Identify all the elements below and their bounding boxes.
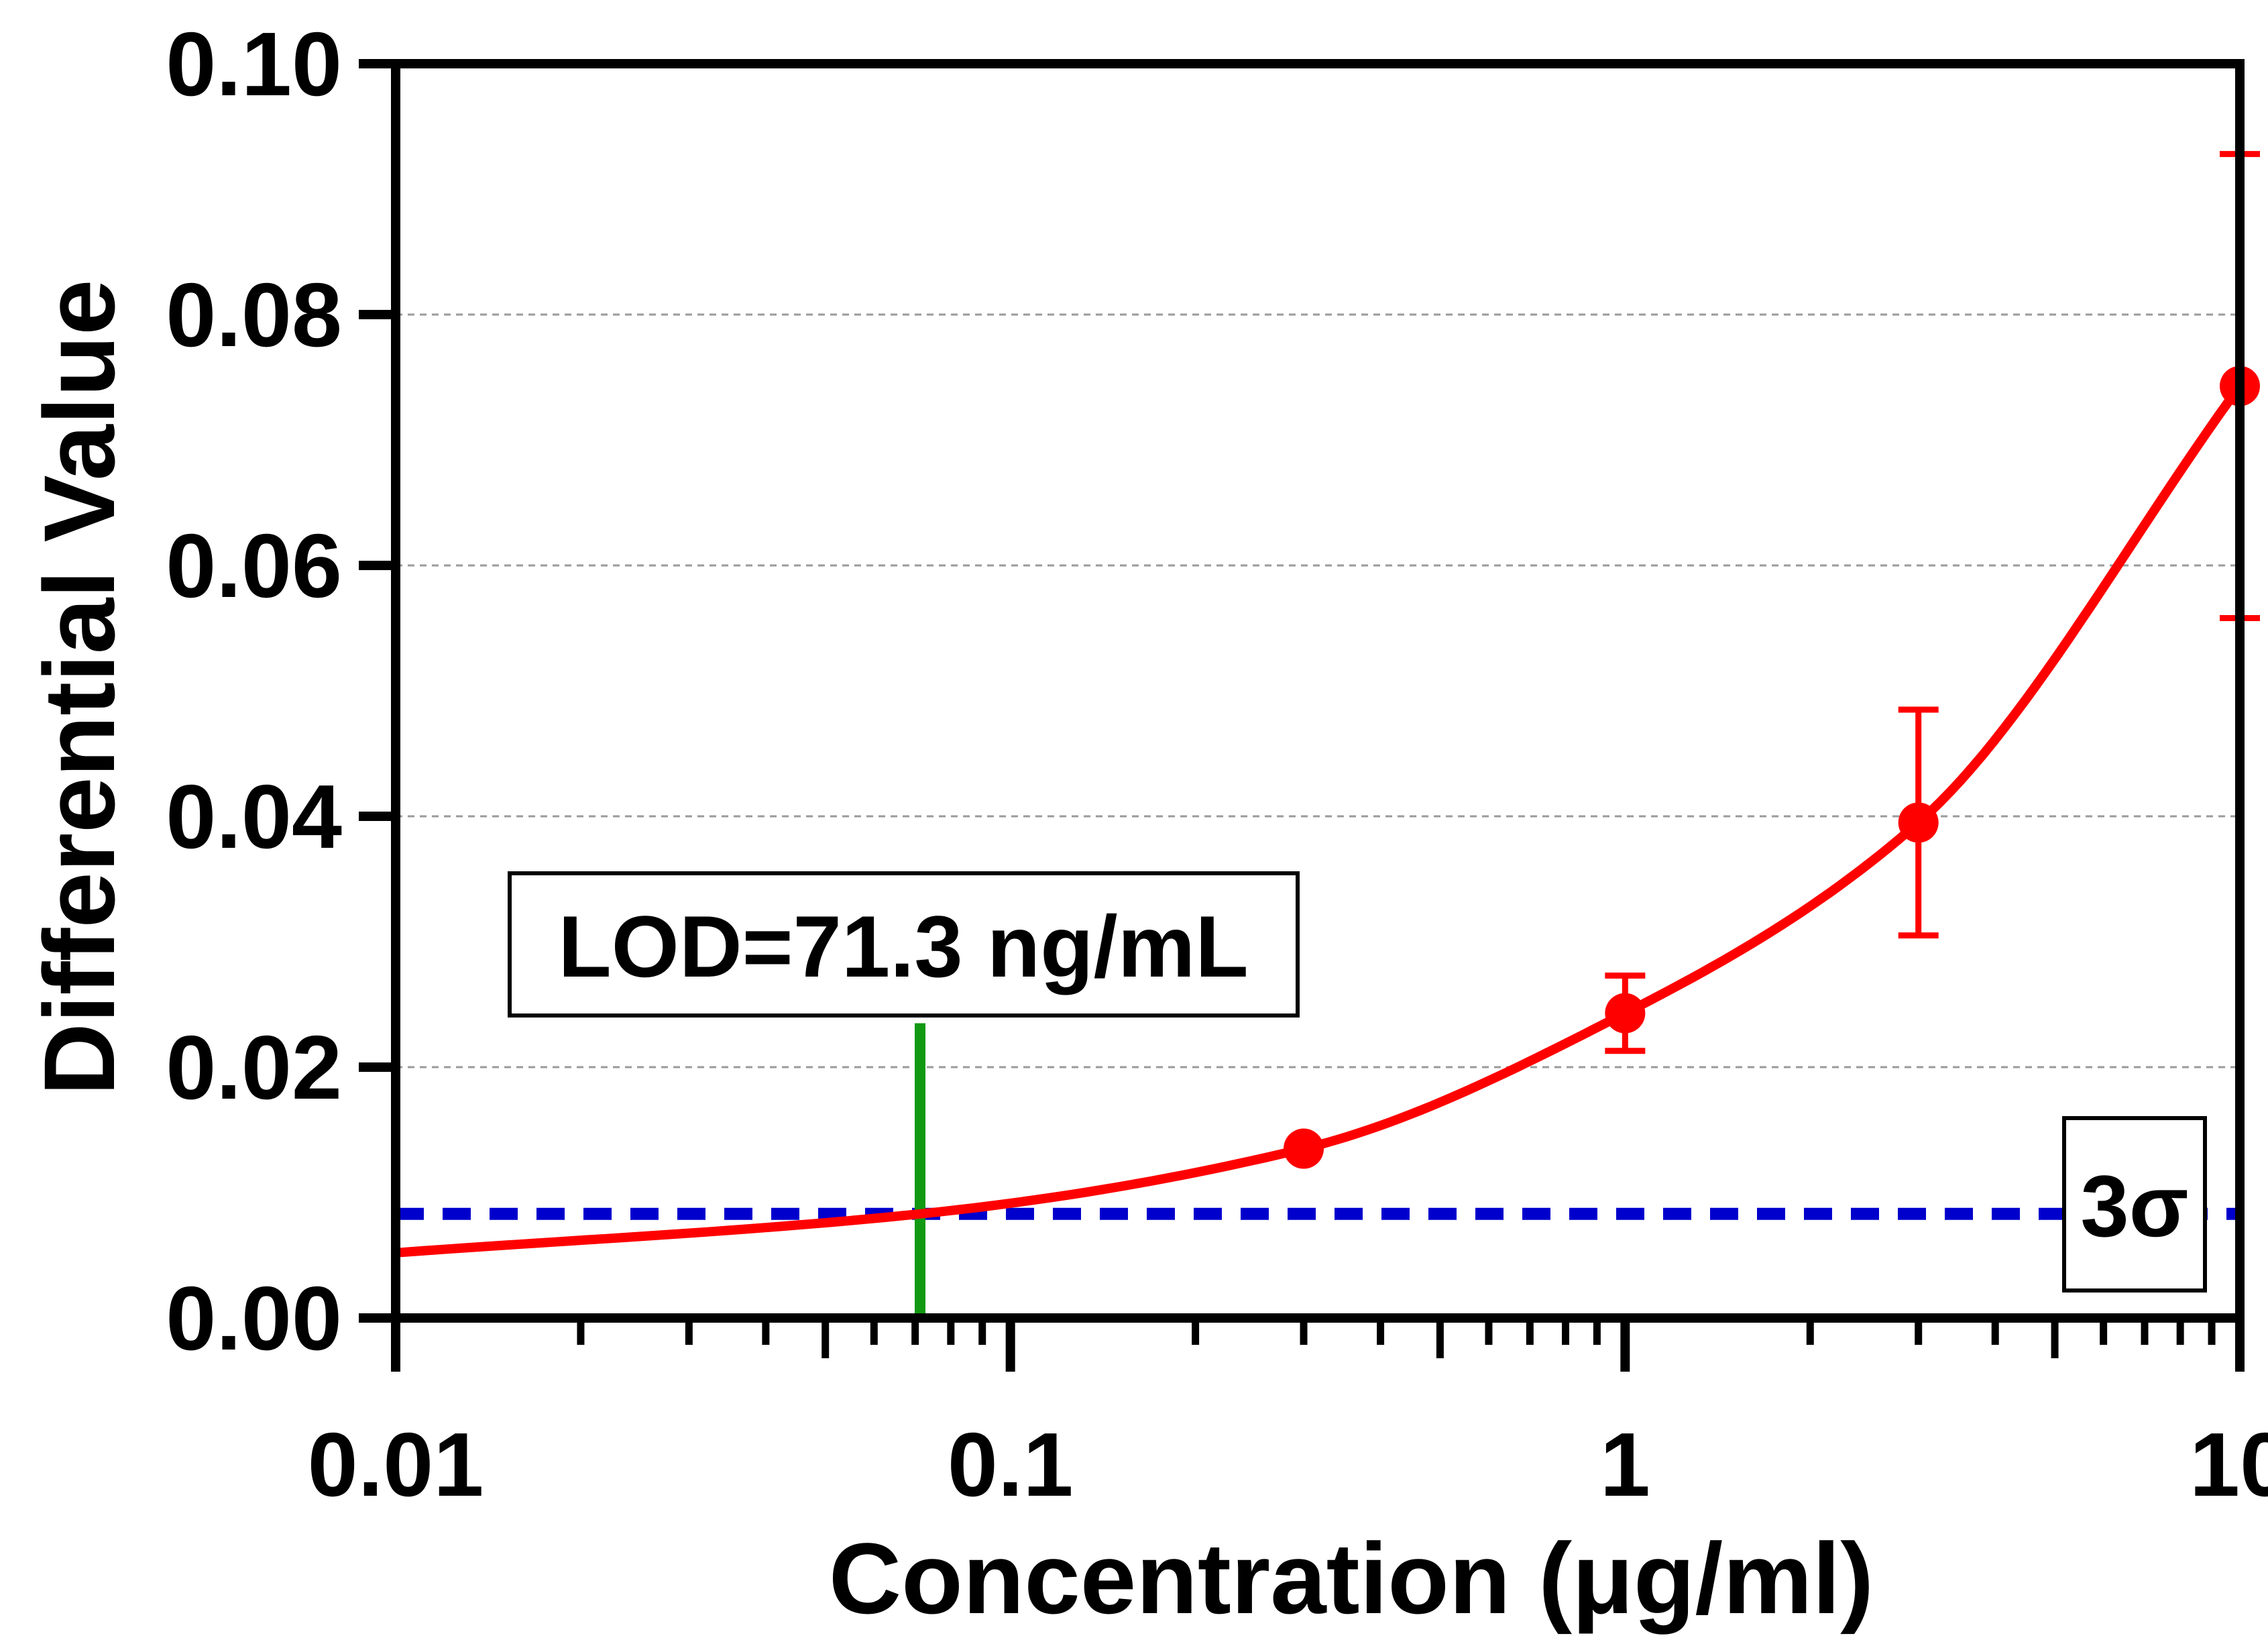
x-axis-title: Concentration (μg/ml) — [829, 1522, 1874, 1635]
y-tick-label: 0.02 — [166, 1017, 342, 1118]
x-ticks: 0.01 0.1 1 10 — [308, 1318, 2268, 1515]
points-layer — [1284, 151, 2260, 1169]
fit-curve — [395, 383, 2244, 1258]
data-point — [1898, 802, 1939, 843]
threshold-label-box — [2062, 1116, 2207, 1293]
y-axis-title: Differential Value — [23, 279, 135, 1095]
y-ticks: 0.00 0.02 0.04 0.06 0.08 0.10 — [166, 13, 396, 1369]
data-point — [1284, 1128, 1324, 1169]
y-tick-label: 0.06 — [166, 515, 342, 616]
data-point — [1605, 993, 1646, 1034]
x-tick-label: 0.1 — [948, 1414, 1074, 1515]
y-tick-label: 0.00 — [166, 1268, 342, 1369]
lod-label-box — [508, 871, 1300, 1018]
x-tick-label: 10 — [2190, 1414, 2268, 1515]
fit-layer — [395, 383, 2244, 1258]
y-tick-label: 0.10 — [166, 13, 342, 115]
threshold-label: 3σ — [2080, 1157, 2188, 1255]
x-tick-label: 1 — [1600, 1414, 1650, 1515]
x-tick-label: 0.01 — [308, 1414, 484, 1515]
lod-annotation: LOD=71.3 ng/mL — [508, 871, 1300, 1018]
y-tick-label: 0.04 — [166, 766, 342, 867]
y-tick-label: 0.08 — [166, 264, 342, 366]
lod-label: LOD=71.3 ng/mL — [558, 897, 1248, 995]
plot-frame — [391, 59, 2245, 1323]
threshold-annotation: 3σ — [2062, 1116, 2207, 1293]
